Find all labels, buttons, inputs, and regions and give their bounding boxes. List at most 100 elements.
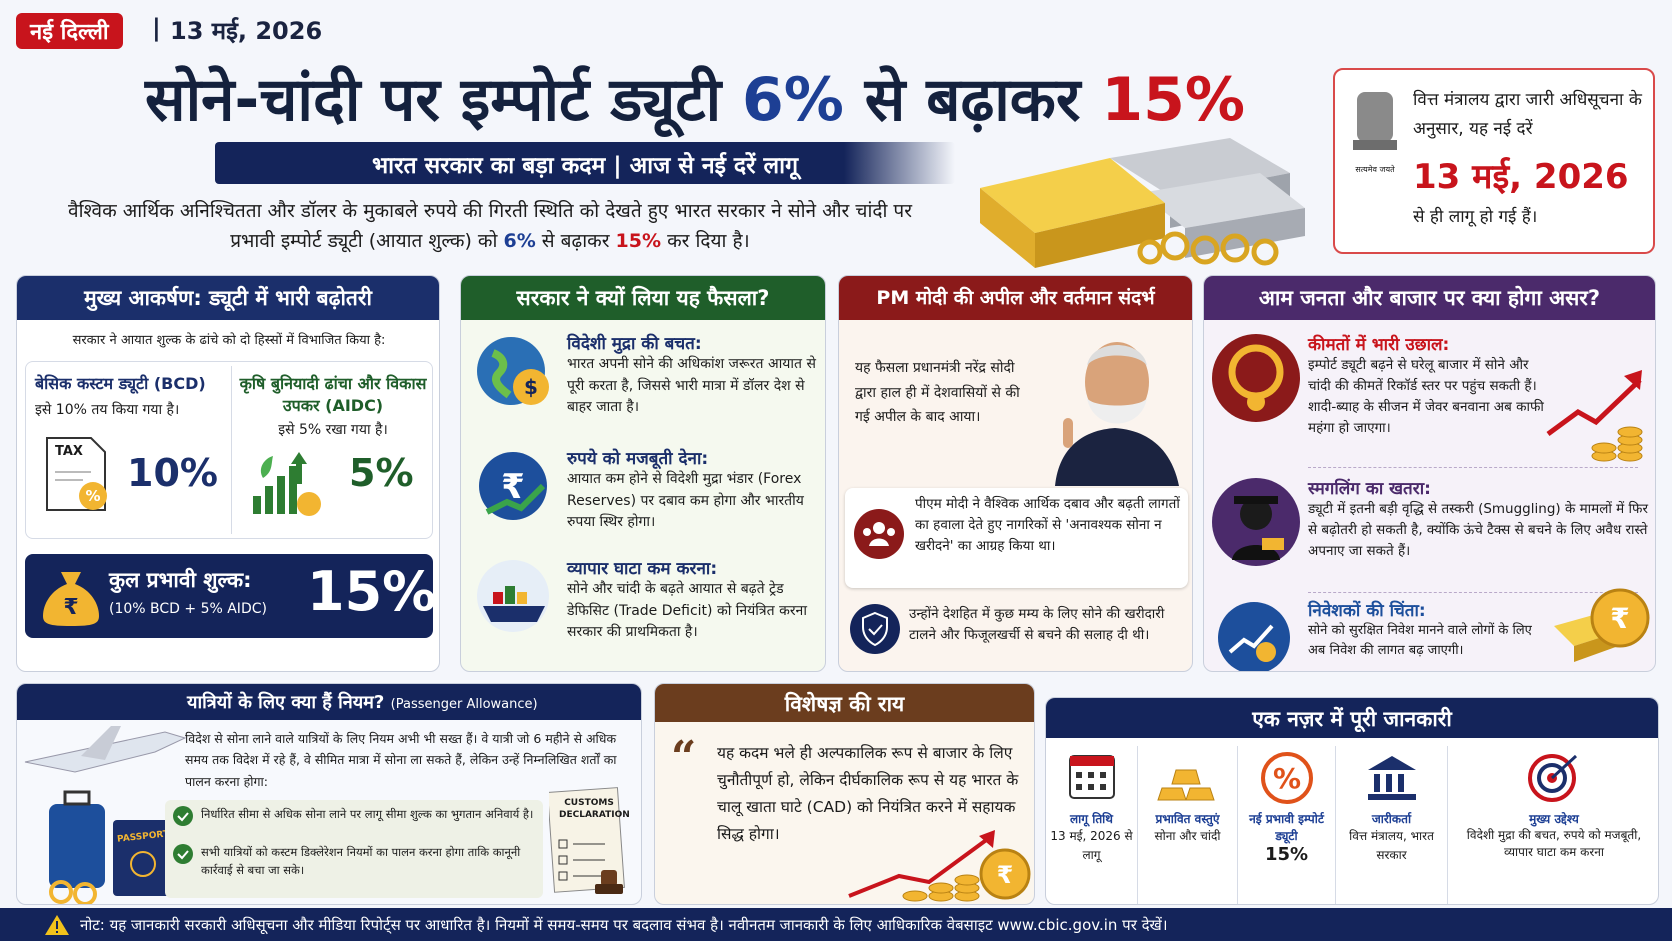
icon-symbol: % — [85, 487, 100, 505]
title-hi: यात्रियों के लिए क्या हैं नियम? — [187, 692, 385, 713]
summary-value: 13 मई, 2026 से लागू — [1050, 829, 1133, 863]
reason-heading: रुपये को मजबूती देना: — [567, 449, 709, 469]
people-icon — [854, 509, 904, 559]
panel-title: सरकार ने क्यों लिया यह फैसला? — [461, 276, 825, 320]
summary-item: जारीकर्ता वित्त मंत्रालय, भारत सरकार — [1336, 746, 1448, 904]
total-label: कुल प्रभावी शुल्क: — [109, 568, 252, 592]
reason-item: व्यापार घाटा कम करना: सोने और चांदी के बढ… — [473, 556, 819, 644]
impact-item: निवेशकों की चिंता: सोने को सुरक्षित निवेश… — [1308, 598, 1548, 661]
main-title: सोने-चांदी पर इम्पोर्ट ड्यूटी 6% से बढ़ा… — [60, 56, 1330, 138]
notice-date: 13 मई, 2026 — [1413, 157, 1629, 197]
appeal-text: पीएम मोदी ने वैश्विक आर्थिक दबाव और बढ़त… — [915, 496, 1180, 554]
icon-symbol: ₹ — [501, 467, 525, 507]
summary-value: वित्त मंत्रालय, भारत सरकार — [1349, 829, 1434, 863]
impact-heading: स्मगलिंग का खतरा: — [1308, 479, 1431, 499]
notice-text: वित्त मंत्रालय द्वारा जारी अधिसूचना के अ… — [1413, 90, 1642, 139]
reasons-panel: सरकार ने क्यों लिया यह फैसला? $ विदेशी म… — [460, 275, 826, 672]
intro-text: कर दिया है। — [661, 230, 750, 253]
title-old-rate: 6% — [742, 65, 844, 135]
globe-dollar-icon: $ — [477, 337, 549, 405]
rising-coins-icon — [1546, 370, 1643, 462]
intro: वैश्विक आर्थिक अनिश्चितता और डॉलर के मुक… — [60, 196, 920, 257]
bcd-value: 10% — [127, 451, 218, 495]
separator — [1308, 467, 1638, 468]
impact-text: ड्यूटी में इतनी बड़ी वृद्धि से तस्करी (S… — [1308, 501, 1648, 559]
icon-symbol: ₹ — [997, 861, 1014, 889]
impact-text: इम्पोर्ट ड्यूटी बढ़ने से घरेलू बाजार में… — [1308, 357, 1544, 436]
header-date: 13 मई, 2026 — [170, 17, 323, 45]
building-icon — [1367, 756, 1416, 800]
passenger-panel: यात्रियों के लिए क्या हैं नियम? (Passeng… — [16, 683, 642, 905]
aidc-heading: कृषि बुनियादी ढांचा और विकास उपकर (AIDC) — [239, 374, 427, 415]
investor-icon — [1218, 602, 1290, 671]
impact-heading: कीमतों में भारी उछाल: — [1308, 335, 1450, 355]
bcd-heading: बेसिक कस्टम ड्यूटी (BCD) — [35, 374, 206, 393]
ship-icon — [477, 560, 549, 632]
footer-bar — [0, 908, 1672, 941]
title-text: सोने-चांदी पर इम्पोर्ट ड्यूटी — [145, 65, 743, 135]
customs-form — [549, 787, 625, 894]
intro-text: वैश्विक आर्थिक अनिश्चितता और डॉलर के मुक… — [68, 200, 912, 253]
tax-icon-label: TAX — [55, 444, 83, 459]
check-icon — [173, 844, 193, 864]
expert-quote: यह कदम भले ही अल्पकालिक रूप से बाजार के … — [717, 744, 1019, 844]
icon-symbol: % — [1272, 762, 1300, 795]
panel-title: विशेषज्ञ की राय — [655, 684, 1034, 722]
appeal-text: उन्होंने देशहित में कुछ मम्य के लिए सोने… — [909, 606, 1165, 643]
impact-panel: आम जनता और बाजार पर क्या होगा असर? कीमतो… — [1203, 275, 1656, 672]
impact-heading: निवेशकों की चिंता: — [1308, 601, 1426, 621]
lead: सरकार ने आयात शुल्क के ढांचे को दो हिस्स… — [72, 333, 386, 348]
summary-item: प्रभावित वस्तुएं सोना और चांदी — [1138, 746, 1238, 904]
aidc-value: 5% — [349, 451, 414, 495]
reason-item: $ विदेशी मुद्रा की बचत: भारत अपनी सोने की… — [473, 331, 819, 419]
title-en: (Passenger Allowance) — [390, 697, 538, 712]
rule-item: सभी यात्रियों को कस्टम डिक्लेरेशन नियमों… — [173, 844, 539, 880]
reason-text: सोने और चांदी के बढ़ते आयात से बढ़ते ट्र… — [567, 581, 807, 641]
panel-title: मुख्य आकर्षण: ड्यूटी में भारी बढ़ोतरी — [17, 276, 439, 320]
rupee-icon: ₹ — [479, 452, 547, 520]
aidc-text: इसे 5% रखा गया है। — [278, 422, 388, 438]
summary-label: जारीकर्ता — [1371, 812, 1412, 826]
date-separator: | — [152, 14, 161, 42]
pm-portrait — [1055, 342, 1179, 486]
notice-text: से ही लागू हो गई हैं। — [1413, 207, 1538, 227]
summary-label: नई प्रभावी इम्पोर्ट ड्यूटी — [1249, 812, 1324, 843]
divider — [231, 366, 232, 534]
travel-illustration — [24, 726, 187, 904]
national-emblem — [1353, 92, 1397, 150]
rule-item: निर्धारित सीमा से अधिक सोना लाने पर लागू… — [173, 806, 539, 826]
footer-note: नोट: यह जानकारी सरकारी अधिसूचना और मीडिय… — [80, 916, 1168, 934]
separator — [1308, 592, 1638, 593]
notice-box: सत्यमेव जयते वित्त मंत्रालय द्वारा जारी … — [1333, 68, 1655, 254]
percent-icon: % — [1260, 752, 1313, 804]
subtitle-bar: भारत सरकार का बड़ा कदम | आज से नई दरें ल… — [215, 142, 955, 184]
total-value: 15% — [307, 560, 437, 623]
title-text: से बढ़ाकर — [843, 65, 1102, 135]
impact-text: सोने को सुरक्षित निवेश मानने वाले लोगों … — [1308, 623, 1532, 659]
summary-item: मुख्य उद्देश्य विदेशी मुद्रा की बचत, रुप… — [1448, 746, 1658, 904]
gold-bars-icon — [1156, 769, 1215, 801]
impact-item: कीमतों में भारी उछाल: इम्पोर्ट ड्यूटी बढ़… — [1308, 332, 1548, 439]
intro-text: से बढ़ाकर — [535, 230, 616, 253]
icon-symbol: $ — [524, 375, 538, 399]
summary-grid: लागू तिथि 13 मई, 2026 से लागू प्रभावित व… — [1046, 746, 1658, 904]
quote-mark: “ — [671, 732, 697, 783]
smuggler-icon — [1212, 478, 1300, 566]
summary-value: सोना और चांदी — [1154, 829, 1221, 843]
tax-icon: % — [46, 437, 107, 511]
reason-text: आयात कम होने से विदेशी मुद्रा भंडार (For… — [567, 471, 804, 531]
location-badge: नई दिल्ली — [16, 13, 123, 49]
gold-silver-image — [980, 138, 1305, 268]
highlights-panel: मुख्य आकर्षण: ड्यूटी में भारी बढ़ोतरी सर… — [16, 275, 440, 672]
icon-symbol: ₹ — [63, 595, 78, 620]
summary-item: लागू तिथि 13 मई, 2026 से लागू — [1046, 746, 1138, 904]
reason-heading: विदेशी मुद्रा की बचत: — [567, 334, 702, 354]
shield-icon — [850, 604, 900, 654]
bcd-text: इसे 10% तय किया गया है। — [35, 402, 180, 418]
panel-title: यात्रियों के लिए क्या हैं नियम? (Passeng… — [187, 690, 538, 714]
reason-heading: व्यापार घाटा कम करना: — [567, 559, 718, 579]
summary-label: लागू तिथि — [1070, 812, 1113, 826]
total-breakdown: (10% BCD + 5% AIDC) — [109, 601, 267, 617]
panel-title: आम जनता और बाजार पर क्या होगा असर? — [1204, 276, 1655, 320]
